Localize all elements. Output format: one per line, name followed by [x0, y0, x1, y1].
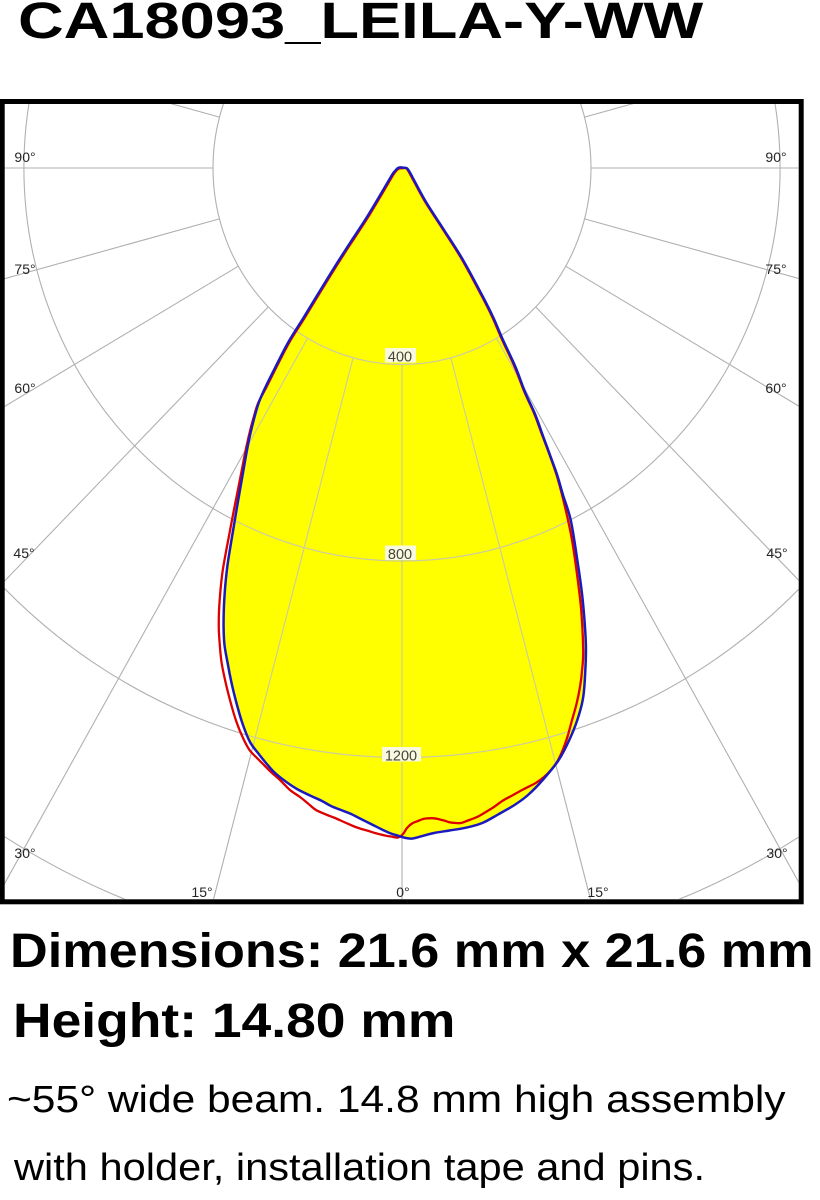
svg-text:90°: 90° [765, 149, 786, 165]
svg-text:60°: 60° [14, 380, 35, 396]
svg-text:75°: 75° [14, 261, 35, 277]
svg-text:15°: 15° [587, 884, 608, 900]
svg-text:45°: 45° [766, 545, 787, 561]
svg-text:0°: 0° [396, 884, 409, 900]
svg-text:30°: 30° [766, 845, 787, 861]
svg-text:45°: 45° [13, 545, 34, 561]
svg-text:30°: 30° [14, 845, 35, 861]
svg-text:800: 800 [388, 547, 412, 563]
svg-text:75°: 75° [765, 261, 786, 277]
svg-text:90°: 90° [14, 149, 35, 165]
svg-text:60°: 60° [765, 380, 786, 396]
svg-text:400: 400 [388, 350, 412, 366]
svg-text:15°: 15° [191, 884, 212, 900]
svg-text:1200: 1200 [385, 749, 417, 765]
